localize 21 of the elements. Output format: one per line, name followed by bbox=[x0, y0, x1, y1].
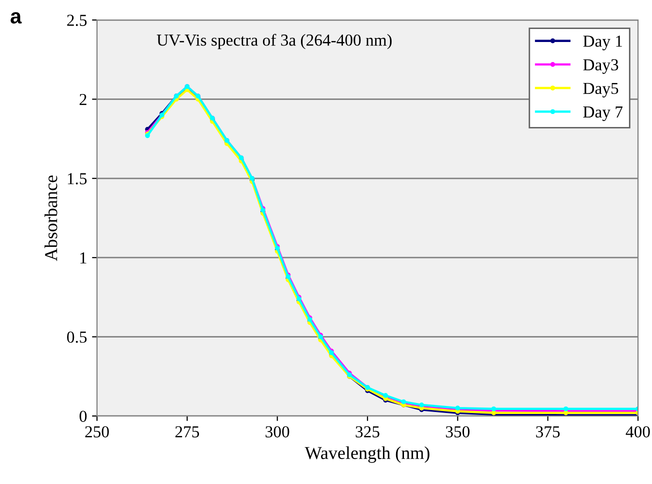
x-tick-label: 375 bbox=[536, 426, 560, 438]
x-tick-label: 325 bbox=[356, 426, 380, 438]
x-tick-label: 275 bbox=[175, 426, 200, 438]
x-tick-label: 400 bbox=[626, 426, 650, 438]
x-tick-label: 350 bbox=[446, 426, 470, 438]
y-tick-label: 1 bbox=[80, 252, 86, 264]
y-tick-label: 2.5 bbox=[67, 14, 87, 26]
x-axis-title: Wavelength (nm) bbox=[304, 446, 430, 463]
annotation: UV-Vis spectra of 3a (264-400 nm) bbox=[156, 34, 392, 50]
y-tick-label: 0.5 bbox=[67, 332, 87, 343]
legend-label: Day 7 bbox=[583, 106, 623, 122]
legend-label: Day3 bbox=[583, 59, 618, 74]
legend-label: Day5 bbox=[583, 82, 618, 98]
y-axis-title: Absorbance bbox=[44, 176, 58, 261]
y-tick-label: 1.5 bbox=[68, 173, 87, 184]
text: a bbox=[10, 12, 22, 24]
legend-label: Day 1 bbox=[583, 36, 622, 50]
x-tick-label: 250 bbox=[85, 426, 109, 438]
x-tick-label: 300 bbox=[266, 426, 290, 438]
y-tick-label: 2 bbox=[80, 94, 86, 105]
y-tick-label: 0 bbox=[80, 410, 87, 422]
